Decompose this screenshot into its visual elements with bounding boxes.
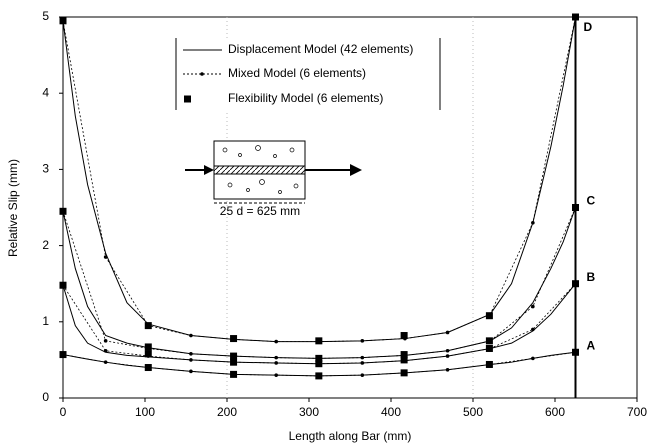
plot-frame [62,16,638,399]
point [400,356,408,364]
legend-swatch [200,72,204,76]
point [189,369,193,374]
point [360,373,365,377]
point [445,368,450,372]
point [144,343,152,351]
point [531,356,535,361]
point [531,304,535,309]
y-tick-label: 0 [42,390,49,404]
arrow-head [350,164,362,176]
x-tick-label: 0 [60,405,67,419]
x-tick-label: 600 [545,405,565,419]
point [144,364,152,372]
curve-label: B [587,270,596,284]
point [103,348,108,353]
x-tick-label: 400 [381,405,401,419]
point [485,344,493,352]
point [572,280,579,288]
point [274,355,279,360]
point [59,351,67,359]
point [445,330,450,335]
legend-label: Flexibility Model (6 elements) [228,91,383,105]
point [189,352,193,356]
y-tick-label: 2 [42,238,49,252]
curve-label: D [584,20,593,34]
point [572,13,579,21]
point [360,361,365,365]
bar-section [213,165,306,175]
inset-specimen: 25 d = 625 mm [185,140,362,218]
point [230,358,238,366]
y-tick-label: 1 [42,314,49,328]
point [103,360,108,364]
point [189,358,193,362]
point [315,360,323,368]
curve-line [62,207,576,359]
y-axis-title: Relative Slip (mm) [6,159,20,257]
x-tick-label: 200 [217,405,237,419]
arrow-head [204,165,214,175]
point [315,372,323,380]
point [360,355,365,360]
point [531,220,535,225]
point [485,312,493,320]
x-tick-label: 700 [627,405,647,419]
point [572,204,579,211]
legend-label: Mixed Model (6 elements) [228,66,366,80]
point [445,348,450,353]
point [274,361,279,365]
curve-label: C [587,194,596,208]
point [274,373,279,377]
point [400,351,408,359]
legend-label: Displacement Model (42 elements) [228,42,413,56]
x-tick-label: 300 [299,405,319,419]
point [144,322,152,330]
point [144,350,152,358]
point [531,327,535,332]
y-tick-label: 5 [42,9,49,23]
point [400,369,408,377]
legend-swatch [184,95,191,103]
point [315,354,323,362]
point [315,337,323,345]
point [103,255,108,259]
point [59,281,67,289]
point [400,332,408,340]
point [59,17,67,25]
point [360,339,365,343]
point [59,207,67,215]
y-tick-label: 4 [42,85,49,99]
point [485,337,493,345]
point [103,339,108,343]
point [230,370,238,378]
x-axis-title: Length along Bar (mm) [289,429,412,443]
point [572,348,579,356]
point [230,335,238,343]
point [230,352,238,360]
point [274,339,279,344]
annotation: 25 d = 625 mm [220,204,300,218]
point [485,360,493,368]
point [445,354,450,358]
curve-label: A [587,338,596,352]
point [189,333,193,338]
x-tick-label: 500 [463,405,483,419]
x-tick-label: 100 [135,405,155,419]
y-tick-label: 3 [42,162,49,176]
